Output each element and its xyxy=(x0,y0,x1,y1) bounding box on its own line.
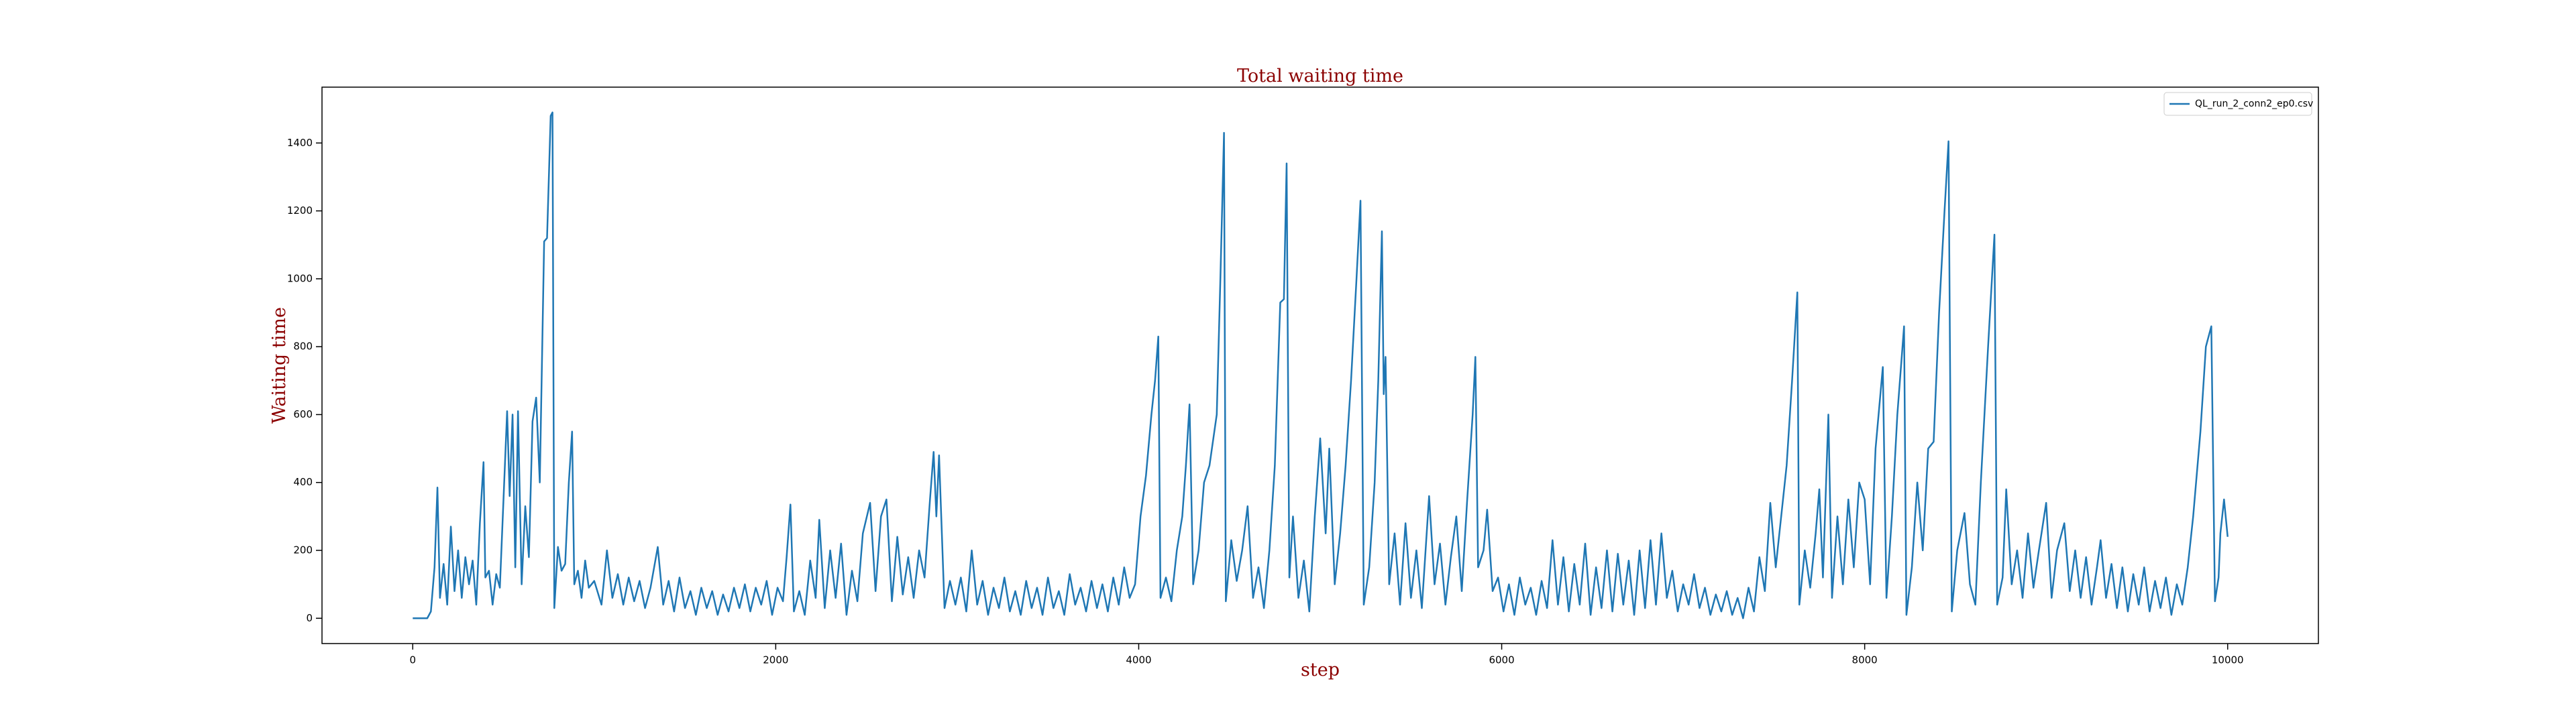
y-tick-label: 800 xyxy=(293,341,313,353)
y-tick-label: 1400 xyxy=(287,137,313,149)
axes-frame xyxy=(321,86,2319,644)
legend: QL_run_2_conn2_ep0.csv xyxy=(2163,92,2313,116)
y-tick-label: 400 xyxy=(293,476,313,488)
y-tick-label: 200 xyxy=(293,544,313,556)
x-tick-label: 6000 xyxy=(1489,654,1514,666)
x-axis-label: step xyxy=(1301,660,1340,680)
y-axis-label: Waiting time xyxy=(269,307,290,424)
x-tick-label: 0 xyxy=(409,654,416,666)
x-tick-label: 10000 xyxy=(2212,654,2244,666)
x-tick-label: 2000 xyxy=(763,654,788,666)
y-tick-label: 1200 xyxy=(287,204,313,217)
legend-label: QL_run_2_conn2_ep0.csv xyxy=(2195,99,2313,109)
line-series xyxy=(413,111,2229,619)
y-tick-label: 0 xyxy=(306,612,313,624)
chart-title: Total waiting time xyxy=(1237,66,1403,86)
x-tick-label: 4000 xyxy=(1126,654,1151,666)
y-tick-label: 600 xyxy=(293,408,313,420)
x-tick-label: 8000 xyxy=(1852,654,1878,666)
y-tick-label: 1000 xyxy=(287,272,313,284)
legend-box xyxy=(2163,92,2312,116)
